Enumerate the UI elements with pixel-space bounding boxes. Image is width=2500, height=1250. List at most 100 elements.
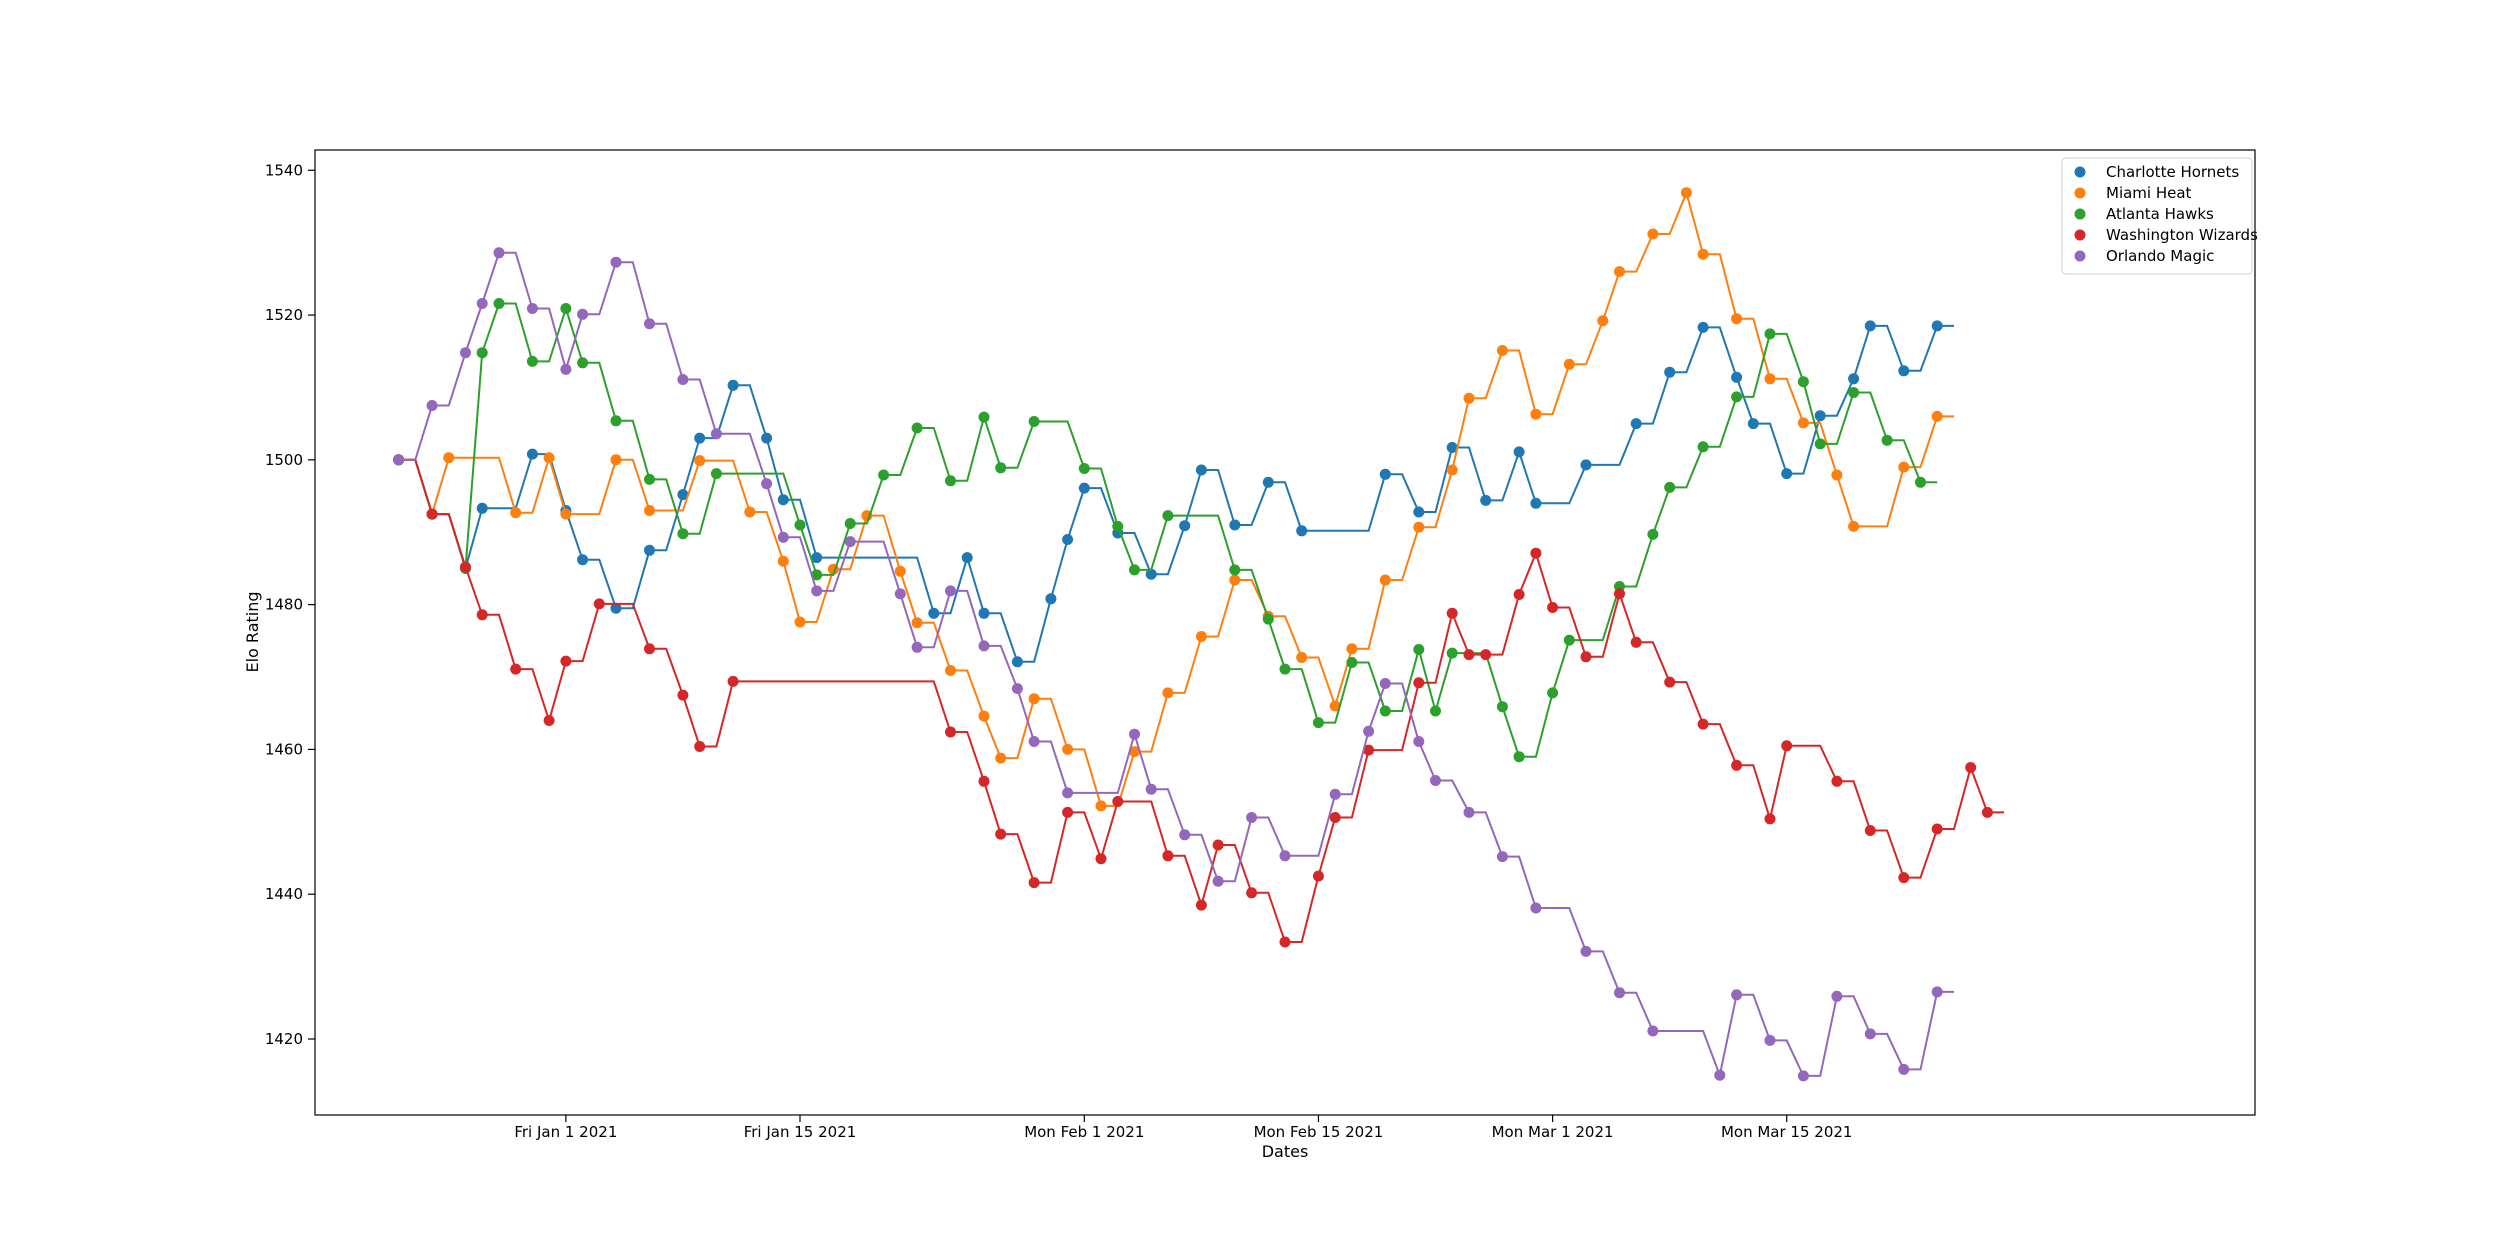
data-point xyxy=(844,518,856,529)
legend-label: Orlando Magic xyxy=(2106,247,2214,265)
legend-marker xyxy=(2074,208,2086,220)
data-point xyxy=(1312,870,1324,882)
data-point xyxy=(694,455,706,467)
data-point xyxy=(1430,775,1441,786)
data-point xyxy=(1112,520,1124,532)
data-point xyxy=(1195,899,1207,911)
data-point xyxy=(1714,1069,1726,1081)
data-point xyxy=(1062,534,1074,545)
series-charlotte-hornets xyxy=(393,320,1954,668)
y-tick-label: 1420 xyxy=(265,1030,303,1048)
x-tick-label: Mon Mar 15 2021 xyxy=(1721,1123,1853,1141)
data-point xyxy=(1814,410,1826,422)
data-point xyxy=(1848,520,1860,532)
legend-label: Charlotte Hornets xyxy=(2106,163,2239,181)
data-point xyxy=(1011,656,1023,668)
data-point xyxy=(1379,705,1391,717)
data-point xyxy=(1898,872,1910,884)
data-point xyxy=(794,519,806,531)
series-miami-heat xyxy=(393,187,1954,812)
data-point xyxy=(1496,851,1508,863)
data-point xyxy=(1463,806,1475,818)
y-axis-label: Elo Rating xyxy=(243,591,262,672)
data-point xyxy=(460,347,471,359)
data-point xyxy=(1664,676,1676,688)
data-point xyxy=(393,454,405,466)
data-point xyxy=(577,554,589,566)
data-point xyxy=(644,318,655,330)
data-point xyxy=(844,536,856,548)
data-point xyxy=(1496,345,1508,356)
series-orlando-magic xyxy=(393,247,1954,1082)
data-point xyxy=(1614,588,1625,600)
data-point xyxy=(677,374,689,385)
data-point xyxy=(677,689,689,701)
data-point xyxy=(1446,464,1458,476)
data-point xyxy=(543,452,555,464)
data-point xyxy=(1162,850,1174,862)
series-line xyxy=(398,189,1954,807)
y-tick-label: 1480 xyxy=(265,596,303,614)
data-point xyxy=(610,602,622,614)
data-point xyxy=(744,506,756,518)
data-point xyxy=(961,552,973,564)
data-point xyxy=(1630,418,1642,430)
data-point xyxy=(1078,482,1090,494)
data-point xyxy=(995,828,1007,840)
data-point xyxy=(945,585,956,597)
data-point xyxy=(1028,736,1040,747)
series-line xyxy=(398,458,2005,943)
data-point xyxy=(761,432,773,444)
data-point xyxy=(577,308,589,320)
data-point xyxy=(1312,717,1324,729)
data-point xyxy=(1547,687,1559,699)
data-point xyxy=(1028,877,1040,889)
data-point xyxy=(1413,677,1425,689)
y-axis: 1420 1440 1460 1480 1500 1520 1540 xyxy=(265,161,315,1048)
data-point xyxy=(1112,796,1124,807)
data-point xyxy=(1731,313,1743,325)
data-point xyxy=(777,531,789,543)
series-layer xyxy=(393,187,2005,1082)
data-point xyxy=(1129,564,1140,576)
data-point xyxy=(1563,358,1575,370)
data-point xyxy=(1680,187,1692,199)
y-tick-label: 1540 xyxy=(265,161,303,179)
data-point xyxy=(1781,740,1793,752)
data-point xyxy=(1279,663,1291,675)
data-point xyxy=(1463,649,1475,661)
data-point xyxy=(1346,657,1358,668)
data-point xyxy=(1162,510,1174,522)
data-point xyxy=(1965,762,1977,773)
data-point xyxy=(1413,736,1425,747)
x-tick-label: Fri Jan 1 2021 xyxy=(514,1123,617,1141)
data-point xyxy=(1697,248,1709,260)
x-tick-label: Mon Mar 1 2021 xyxy=(1492,1123,1614,1141)
data-point xyxy=(978,411,990,423)
data-point xyxy=(1095,800,1107,812)
data-point xyxy=(1931,823,1943,835)
data-point xyxy=(1446,607,1458,619)
data-point xyxy=(1580,459,1592,471)
data-point xyxy=(1797,376,1809,388)
data-point xyxy=(1513,751,1525,763)
y-tick-label: 1520 xyxy=(265,306,303,324)
data-point xyxy=(1379,468,1391,480)
data-point xyxy=(426,400,438,411)
data-point xyxy=(811,569,823,581)
data-point xyxy=(543,715,555,726)
data-point xyxy=(1831,990,1843,1002)
data-point xyxy=(644,544,655,556)
data-point xyxy=(1212,839,1224,851)
data-point xyxy=(1731,371,1743,383)
data-point xyxy=(995,462,1007,474)
y-tick-label: 1440 xyxy=(265,885,303,903)
data-point xyxy=(1279,936,1291,948)
data-point xyxy=(1129,728,1140,740)
data-point xyxy=(1647,1025,1659,1037)
legend-marker xyxy=(2074,250,2086,262)
data-point xyxy=(1262,476,1274,488)
data-point xyxy=(1664,481,1676,493)
data-point xyxy=(1614,266,1625,278)
